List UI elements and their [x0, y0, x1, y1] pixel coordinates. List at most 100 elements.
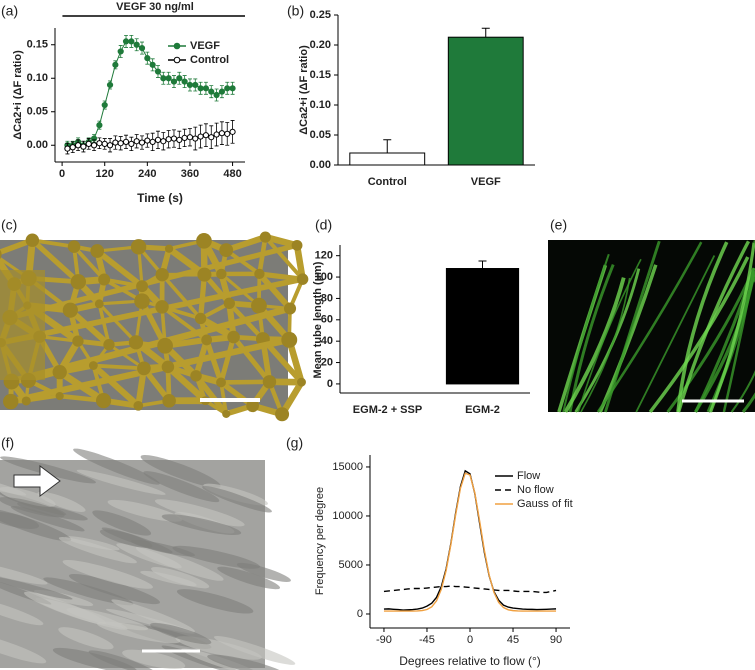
network-node: [197, 267, 212, 282]
y-tick-label: 0: [327, 378, 333, 390]
x-tick-label: -45: [419, 634, 435, 646]
cell: [0, 497, 65, 518]
network-strand: [67, 307, 112, 348]
network-strand: [102, 277, 144, 289]
x-tick-label: -90: [376, 634, 392, 646]
fluorescent-vessel: [709, 242, 755, 413]
cell: [37, 491, 86, 512]
data-point: [165, 75, 172, 82]
panel-label: (c): [1, 217, 17, 233]
network-strand: [97, 302, 138, 344]
error-bar: [478, 260, 487, 269]
y-tick-label: 15000: [332, 461, 363, 473]
network-node: [291, 239, 303, 251]
bar: [447, 36, 524, 166]
data-point: [213, 91, 220, 99]
data-point: [224, 85, 231, 92]
y-tick-label: 0.15: [27, 39, 48, 51]
network-node: [72, 335, 84, 347]
data-point: [138, 139, 146, 146]
data-point: [224, 130, 231, 137]
data-point: [229, 128, 236, 135]
cell: [73, 448, 160, 485]
cell: [116, 543, 182, 569]
network-strand: [24, 394, 62, 403]
fluorescent-vessel: [598, 264, 658, 413]
network-node: [281, 331, 298, 348]
cell: [213, 635, 296, 665]
data-point: [176, 136, 183, 143]
network-strand: [218, 334, 237, 385]
y-tick-label: 5000: [339, 559, 363, 571]
panel-label: (a): [1, 3, 18, 19]
y-tick-label: 0.00: [27, 139, 48, 151]
cell: [161, 514, 242, 536]
data-point: [138, 45, 146, 52]
fluorescent-vessel: [563, 277, 626, 413]
data-point: [218, 88, 226, 95]
network-node: [219, 243, 234, 258]
network-node: [0, 249, 2, 260]
data-point: [208, 88, 215, 95]
data-point: [229, 85, 236, 92]
cell: [58, 627, 114, 650]
network-node: [21, 396, 31, 406]
data-point: [192, 135, 199, 142]
data-point: [80, 143, 87, 150]
cell: [130, 539, 196, 557]
network-strand: [94, 248, 145, 290]
y-axis-label: Frequency per degree: [314, 487, 326, 595]
network-strand: [90, 362, 142, 409]
data-point: [69, 144, 76, 151]
network-node: [283, 302, 297, 315]
data-point: [149, 138, 156, 145]
network-strand: [29, 237, 81, 285]
network-node: [262, 375, 277, 389]
panel-label: (e): [550, 217, 567, 233]
data-point: [208, 134, 215, 141]
fluorescent-vessel: [577, 258, 642, 413]
cell: [92, 510, 152, 536]
y-tick-label: 80: [321, 292, 333, 304]
y-tick-label: 0.25: [310, 9, 331, 21]
x-tick-label: 480: [223, 168, 241, 180]
network-node: [90, 244, 105, 258]
cell: [176, 589, 254, 614]
fluorescent-vessel: [562, 253, 610, 413]
network-node: [157, 337, 173, 354]
data-point: [202, 132, 210, 139]
cell: [0, 511, 40, 529]
network-node: [194, 312, 207, 325]
network-node: [190, 370, 202, 382]
series-line: [383, 469, 557, 611]
fluorescent-vessel: [635, 255, 716, 413]
data-point: [186, 134, 194, 141]
data-point: [213, 131, 220, 138]
fluorescent-vessel: [676, 240, 751, 413]
legend-label: VEGF: [190, 40, 220, 52]
cell: [207, 654, 286, 670]
flow-arrow: [13, 465, 61, 497]
x-tick-label: VEGF: [471, 176, 501, 188]
network-strand: [56, 368, 107, 405]
network-strand: [231, 334, 272, 385]
network-node: [136, 280, 148, 293]
y-axis-label: ΔCa2+i (ΔF ratio): [298, 45, 310, 135]
network-strand: [160, 272, 203, 321]
network-node: [254, 268, 265, 280]
data-point: [165, 136, 172, 143]
data-point: [122, 38, 130, 45]
network-node: [67, 240, 81, 253]
data-point: [133, 138, 140, 145]
data-point: [154, 136, 162, 143]
network-node: [201, 334, 213, 346]
cell: [62, 559, 153, 589]
data-point: [133, 41, 140, 48]
data-point: [106, 81, 114, 89]
network-strand: [91, 363, 146, 371]
x-axis-label: Time (s): [137, 191, 183, 205]
fluorescent-vessel: [676, 241, 729, 413]
network-node: [223, 297, 235, 309]
dense-region: [0, 270, 45, 380]
data-point: [122, 138, 130, 145]
